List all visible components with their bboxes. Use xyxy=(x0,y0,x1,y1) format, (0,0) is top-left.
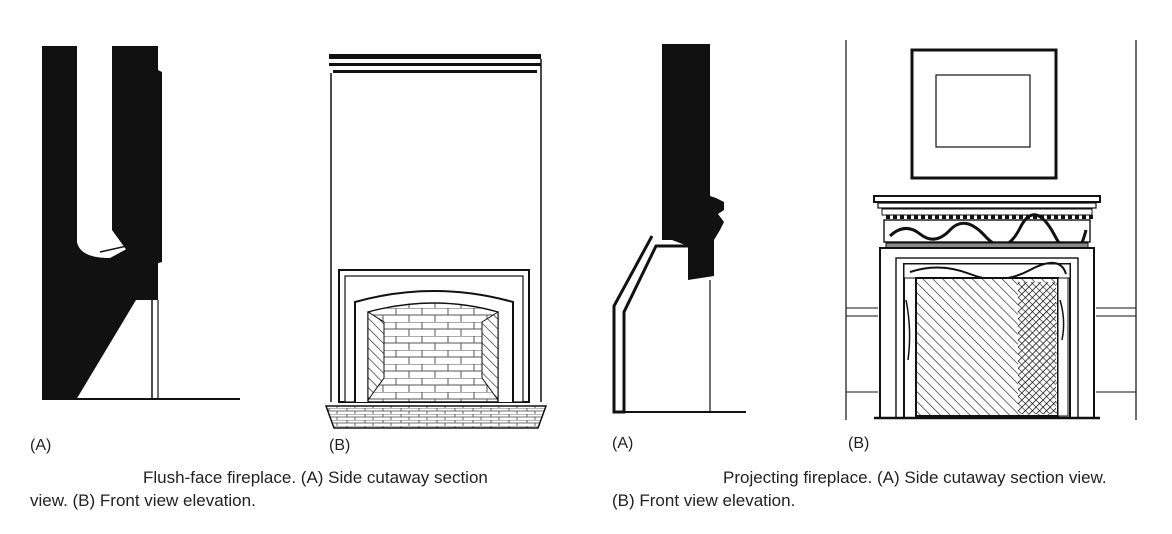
projecting-front-elevation xyxy=(845,40,1137,420)
caption-left-line1: Flush-face fireplace. (A) Side cutaway s… xyxy=(143,468,488,487)
caption-left: Flush-face fireplace. (A) Side cutaway s… xyxy=(30,466,550,512)
dentil-molding xyxy=(886,215,1093,219)
label-left-b: (B) xyxy=(329,437,351,454)
flush-side-section xyxy=(42,46,240,400)
flush-front-elevation xyxy=(324,54,548,429)
caption-right-line1: Projecting fireplace. (A) Side cutaway s… xyxy=(723,468,1107,487)
label-right-b: (B) xyxy=(848,435,870,452)
caption-left-line2: view. (B) Front view elevation. xyxy=(30,491,256,510)
fireplace-illustrations xyxy=(42,40,1137,429)
caption-right: Projecting fireplace. (A) Side cutaway s… xyxy=(612,466,1152,512)
caption-right-line2: (B) Front view elevation. xyxy=(612,491,796,510)
label-left-a: (A) xyxy=(30,437,52,454)
projecting-side-section xyxy=(612,44,746,414)
label-right-a: (A) xyxy=(612,435,634,452)
